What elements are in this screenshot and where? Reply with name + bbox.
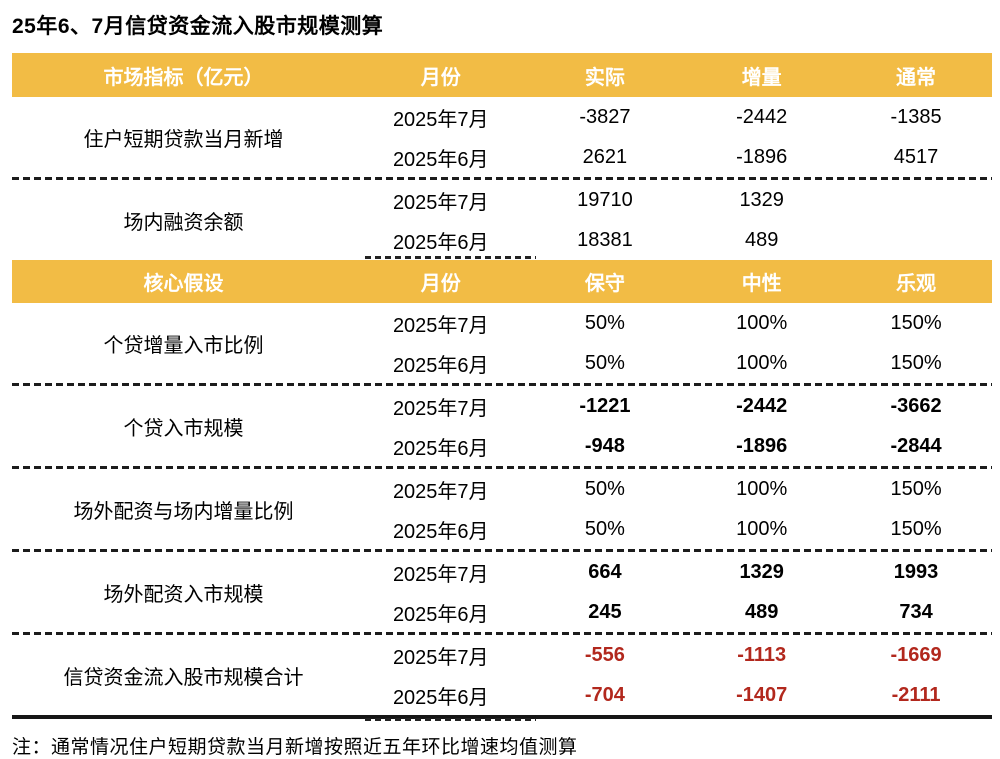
value-cell: -1896 bbox=[736, 145, 788, 168]
value-cell: -3827 bbox=[579, 105, 631, 128]
table-group: 个贷入市规模 2025年7月 -1221 -2442 -3662 2025年6月 -948 -… bbox=[12, 386, 992, 466]
column-header: 增量 bbox=[741, 66, 782, 89]
table-group: 场内融资余额 2025年7月 19710 1329 2025年6月 18381 489 bbox=[12, 180, 992, 260]
value-cell: 18381 bbox=[577, 228, 633, 251]
table-group: 信贷资金流入股市规模合计 2025年7月 -556 -1113 -1669 2025年6月… bbox=[12, 635, 992, 715]
partial-dashed-line bbox=[364, 256, 537, 259]
value-cell: -1896 bbox=[736, 434, 788, 457]
value-cell: 734 bbox=[899, 600, 933, 623]
month-cell: 2025年6月 bbox=[392, 686, 489, 709]
value-cell: 1329 bbox=[739, 560, 784, 583]
column-header: 乐观 bbox=[896, 273, 937, 295]
value-cell: -3662 bbox=[890, 394, 942, 417]
value-cell: -2442 bbox=[736, 394, 788, 417]
value-cell: -2111 bbox=[891, 683, 941, 706]
credit-funds-table: 市场指标（亿元） 月份 实际 增量 通常住户短期贷款当月新增 2025年7月 -3827 -2… bbox=[12, 53, 992, 721]
value-cell: -1407 bbox=[736, 683, 788, 706]
value-cell: 100% bbox=[736, 517, 788, 540]
value-cell: 2621 bbox=[582, 145, 628, 168]
dashed-separator bbox=[12, 177, 992, 180]
table-title: 25年6、7月信贷资金流入股市规模测算 bbox=[12, 15, 384, 38]
month-cell: 2025年6月 bbox=[392, 231, 489, 254]
month-cell: 2025年6月 bbox=[392, 437, 489, 460]
column-header: 实际 bbox=[584, 66, 625, 89]
row-label: 住户短期贷款当月新增 bbox=[83, 128, 284, 151]
month-cell: 2025年7月 bbox=[392, 397, 489, 420]
section-header-row: 核心假设 月份 保守 中性 乐观 bbox=[12, 256, 992, 303]
row-label: 场内融资余额 bbox=[123, 211, 244, 234]
value-cell: -1113 bbox=[737, 643, 787, 666]
value-cell: 100% bbox=[736, 311, 788, 334]
value-cell: 1993 bbox=[893, 560, 939, 583]
column-header: 通常 bbox=[896, 66, 937, 89]
month-cell: 2025年6月 bbox=[392, 354, 489, 377]
value-cell: -704 bbox=[584, 683, 625, 706]
table-group: 个贷增量入市比例 2025年7月 50% 100% 150% 2025年6月 50% 100%… bbox=[12, 303, 992, 383]
column-header: 月份 bbox=[420, 273, 461, 295]
value-cell: 4517 bbox=[893, 145, 939, 168]
value-cell: 245 bbox=[588, 600, 622, 623]
value-cell: 100% bbox=[736, 351, 788, 374]
value-cell: -1385 bbox=[890, 105, 942, 128]
month-cell: 2025年6月 bbox=[392, 148, 489, 171]
column-header: 核心假设 bbox=[143, 273, 224, 295]
month-cell: 2025年7月 bbox=[392, 480, 489, 503]
row-label: 场外配资入市规模 bbox=[103, 583, 264, 606]
dashed-separator bbox=[12, 383, 992, 386]
row-label: 场外配资与场内增量比例 bbox=[73, 500, 294, 523]
column-header: 市场指标（亿元） bbox=[103, 66, 264, 89]
value-cell: -2844 bbox=[890, 434, 942, 457]
month-cell: 2025年7月 bbox=[392, 191, 489, 214]
value-cell: 150% bbox=[890, 311, 942, 334]
value-cell: -1669 bbox=[890, 643, 942, 666]
value-cell: 489 bbox=[745, 228, 779, 251]
value-cell: 50% bbox=[584, 311, 625, 334]
month-cell: 2025年6月 bbox=[392, 520, 489, 543]
column-header: 中性 bbox=[741, 273, 782, 295]
value-cell: 50% bbox=[584, 517, 625, 540]
column-header: 月份 bbox=[420, 66, 461, 89]
table-group: 场外配资与场内增量比例 2025年7月 50% 100% 150% 2025年6月 50% 1… bbox=[12, 469, 992, 549]
dashed-separator bbox=[12, 549, 992, 552]
value-cell: -1221 bbox=[579, 394, 631, 417]
section-header-row: 市场指标（亿元） 月份 实际 增量 通常 bbox=[12, 53, 992, 97]
row-label: 个贷增量入市比例 bbox=[103, 334, 264, 357]
table-group: 场外配资入市规模 2025年7月 664 1329 1993 2025年6月 245 489 7… bbox=[12, 552, 992, 632]
footnote: 注：通常情况住户短期贷款当月新增按照近五年环比增速均值测算 bbox=[12, 737, 578, 758]
column-header: 保守 bbox=[584, 273, 625, 295]
dashed-separator bbox=[12, 466, 992, 469]
row-label: 个贷入市规模 bbox=[123, 417, 244, 440]
table-group: 住户短期贷款当月新增 2025年7月 -3827 -2442 -1385 2025年6月 2… bbox=[12, 97, 992, 177]
dashed-separator bbox=[12, 632, 992, 635]
month-cell: 2025年7月 bbox=[392, 563, 489, 586]
value-cell: 100% bbox=[736, 477, 788, 500]
month-cell: 2025年7月 bbox=[392, 646, 489, 669]
value-cell: 489 bbox=[745, 600, 779, 623]
value-cell: -2442 bbox=[736, 105, 788, 128]
month-cell: 2025年7月 bbox=[392, 314, 489, 337]
value-cell: 150% bbox=[890, 351, 942, 374]
value-cell: 50% bbox=[584, 477, 625, 500]
month-cell: 2025年7月 bbox=[392, 108, 489, 131]
value-cell: -948 bbox=[584, 434, 625, 457]
value-cell: -556 bbox=[584, 643, 625, 666]
value-cell: 150% bbox=[890, 477, 942, 500]
value-cell: 50% bbox=[584, 351, 625, 374]
value-cell: 1329 bbox=[739, 188, 784, 211]
value-cell: 150% bbox=[890, 517, 942, 540]
bottom-dashed-line bbox=[364, 718, 537, 721]
month-cell: 2025年6月 bbox=[392, 603, 489, 626]
value-cell: 19710 bbox=[577, 188, 633, 211]
row-label: 信贷资金流入股市规模合计 bbox=[63, 666, 304, 689]
value-cell: 664 bbox=[588, 560, 622, 583]
